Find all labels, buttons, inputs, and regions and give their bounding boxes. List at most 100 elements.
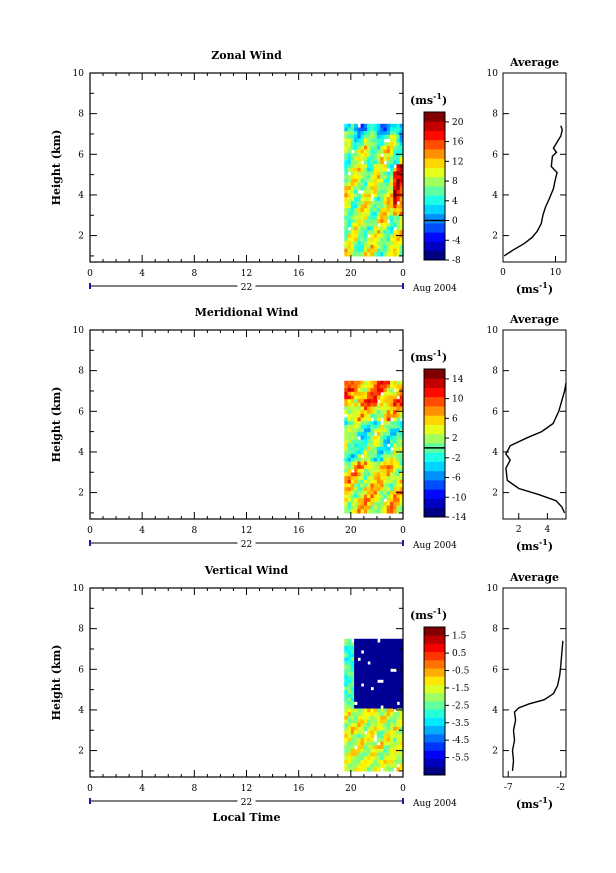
heatmap-cell: [396, 450, 401, 455]
heatmap-cell: [344, 402, 349, 408]
heatmap-cell: [360, 226, 365, 231]
x-tick-label: 12: [241, 269, 252, 279]
heatmap-cell: [347, 388, 352, 393]
heatmap-cell: [396, 182, 401, 187]
heatmap-cell: [344, 153, 349, 158]
heatmap-cell: [393, 175, 398, 180]
heatmap-cell: [399, 252, 403, 257]
heatmap-cell: [354, 241, 358, 246]
heatmap-cell: [396, 156, 401, 162]
heatmap-cell: [350, 138, 355, 143]
heatmap-cell: [347, 142, 352, 147]
heatmap-cell: [383, 468, 388, 474]
heatmap-cell: [363, 167, 368, 173]
heatmap-cell: [386, 226, 391, 231]
heatmap-cell: [360, 457, 365, 463]
heatmap-cell: [363, 138, 368, 143]
heatmap-cell: [350, 424, 355, 430]
heatmap-cell: [370, 660, 375, 666]
heatmap-cell: [357, 726, 362, 732]
heatmap-cell: [396, 197, 401, 202]
heatmap-cell: [386, 204, 391, 209]
heatmap-cell: [383, 134, 388, 140]
heatmap-cell: [347, 509, 352, 514]
heatmap-cell: [354, 697, 358, 702]
heatmap-cell: [357, 244, 362, 250]
heatmap-cell: [376, 175, 381, 180]
heatmap-cell: [357, 465, 362, 470]
heatmap-cell: [386, 160, 391, 165]
heatmap-cell: [390, 167, 394, 173]
heatmap-cell: [376, 384, 381, 389]
heatmap-cell: [383, 461, 388, 466]
heatmap-cell: [399, 149, 403, 154]
heatmap-cell: [380, 712, 385, 717]
heatmap-cell: [380, 435, 385, 441]
heatmap-cell: [370, 178, 375, 184]
heatmap-cell: [380, 708, 385, 713]
heatmap-cell: [399, 167, 403, 173]
heatmap-cell: [354, 428, 358, 433]
heatmap-cell: [360, 182, 365, 187]
average-y-tick-label: 4: [492, 448, 498, 458]
heatmap-cell: [360, 237, 365, 242]
heatmap-cell: [383, 248, 388, 253]
heatmap-cell: [399, 197, 403, 202]
colorbar-tick-label: -14: [452, 513, 467, 523]
colorbar-band: [424, 659, 445, 669]
heatmap-cell: [376, 479, 381, 485]
heatmap-cells: [344, 638, 403, 772]
heatmap-cell: [376, 697, 381, 702]
heatmap-cell: [344, 737, 349, 743]
heatmap-cell: [360, 439, 365, 444]
heatmap-cell: [344, 472, 349, 477]
heatmap-cell: [354, 501, 358, 507]
heatmap-cell: [350, 244, 355, 250]
heatmap-cell: [399, 498, 403, 503]
colorbar-band: [424, 750, 445, 759]
heatmap-cell: [367, 686, 371, 691]
heatmap-cell: [344, 675, 349, 680]
heatmap-cell: [396, 501, 401, 507]
heatmap-cell: [390, 241, 394, 246]
heatmap-cell: [373, 204, 378, 209]
heatmap-cell: [386, 693, 391, 699]
heatmap-cell: [399, 134, 403, 140]
heatmap-cell: [360, 657, 365, 662]
heatmap-cell: [396, 646, 401, 651]
heatmap-cell: [373, 399, 378, 404]
heatmap-cell: [350, 715, 355, 721]
heatmap-cell: [354, 638, 358, 644]
heatmap-cell: [363, 704, 368, 710]
y-tick-label: 2: [78, 747, 84, 757]
colorbar-band: [424, 684, 445, 694]
heatmap-cell: [376, 660, 381, 666]
colorbar-band: [424, 167, 445, 178]
heatmap-cell: [350, 413, 355, 419]
heatmap-cell: [370, 164, 375, 169]
heatmap-cell: [399, 686, 403, 691]
heatmap-cell: [360, 748, 365, 754]
heatmap-cell: [344, 439, 349, 444]
heatmap-cell: [360, 424, 365, 430]
heatmap-cell: [363, 649, 368, 655]
heatmap-cell: [386, 483, 391, 488]
heatmap-cell: [386, 395, 391, 400]
heatmap-cell: [393, 417, 398, 422]
heatmap-cell: [386, 439, 391, 444]
heatmap-cell: [367, 730, 371, 735]
heatmap-cell: [376, 649, 381, 655]
heatmap-cell: [390, 252, 394, 257]
heatmap-cell: [367, 704, 371, 710]
heatmap-cell: [360, 384, 365, 389]
heatmap-cell: [357, 715, 362, 721]
heatmap-cell: [344, 498, 349, 503]
heatmap-cell: [344, 638, 349, 644]
heatmap-cell: [344, 487, 349, 492]
average-frame: [502, 329, 567, 520]
heatmap-cell: [393, 723, 398, 728]
heatmap-cell: [344, 428, 349, 433]
heatmap-cell: [357, 719, 362, 724]
heatmap-cell: [367, 494, 371, 499]
heatmap-cell: [376, 435, 381, 441]
